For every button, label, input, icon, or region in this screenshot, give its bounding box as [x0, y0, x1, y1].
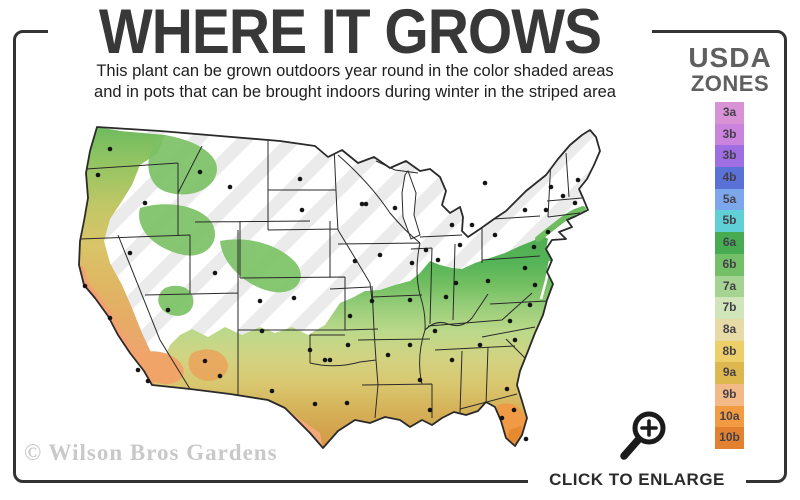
legend-zone-3b: 3b — [715, 123, 744, 146]
state-borders — [79, 141, 583, 419]
florida-tip-patch — [508, 426, 522, 446]
subtitle-line-1: This plant can be grown outdoors year ro… — [96, 62, 614, 80]
legend-zone-8b: 8b — [715, 340, 744, 363]
legend-zone-7a: 7a — [715, 275, 744, 298]
legend-zone-5b: 5b — [715, 210, 744, 233]
legend-zone-3a: 3a — [715, 102, 744, 124]
us-zone-map — [78, 126, 601, 449]
west-coast-zone-band — [79, 127, 165, 385]
legend-zone-8a: 8a — [715, 318, 744, 341]
usda-zones-heading: USDA ZONES — [672, 44, 788, 96]
city-dots — [82, 146, 581, 442]
legend-zone-list: 3a 3b 3b 4b 5a 5b 6a 6b 7a 7b 8a 8b 9a 9b 10a 10b — [715, 102, 744, 449]
subtitle: This plant can be grown outdoors year ro… — [30, 61, 680, 103]
usda-label: USDA — [688, 42, 772, 73]
lake-michigan — [401, 169, 421, 240]
subtitle-line-2: and in pots that can be brought indoors … — [94, 83, 616, 101]
magnifier-plus-icon[interactable] — [616, 406, 672, 464]
watermark: © Wilson Bros Gardens — [24, 440, 278, 465]
legend-zone-10a: 10a — [715, 405, 744, 428]
socal-warm-patch — [139, 351, 184, 385]
legend-zone-5a: 5a — [715, 188, 744, 211]
page-title: WHERE IT GROWS — [48, 0, 652, 66]
click-to-enlarge-button[interactable]: CLICK TO ENLARGE — [528, 466, 746, 493]
legend-zone-7b: 7b — [715, 297, 744, 319]
legend-zone-9a: 9a — [715, 362, 744, 384]
legend-zone-9b: 9b — [715, 383, 744, 406]
legend-zone-6b: 6b — [715, 253, 744, 276]
arizona-warm-patch — [188, 349, 228, 381]
legend-zone-4b: 4b — [715, 167, 744, 189]
legend-zone-10b: 10b — [715, 427, 744, 449]
us-outline — [78, 126, 601, 449]
zones-label: ZONES — [690, 71, 770, 96]
legend-zone-6a: 6a — [715, 232, 744, 254]
legend-zone-3b: 3b — [715, 145, 744, 168]
southern-zone-band — [152, 237, 553, 448]
